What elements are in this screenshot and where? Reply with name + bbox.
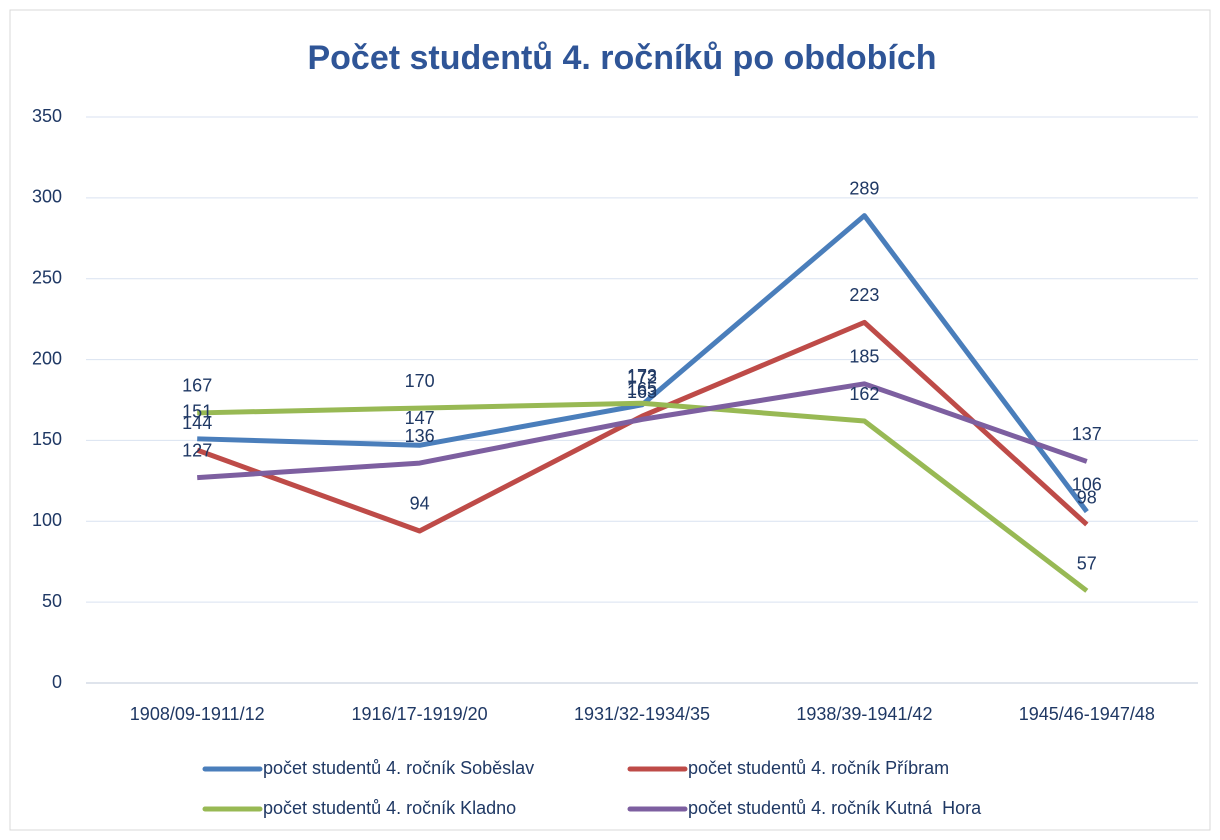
x-tick-label: 1938/39-1941/42 [796,704,932,724]
line-series [197,381,1088,481]
data-label: 163 [627,382,657,402]
legend-label: počet studentů 4. ročník Soběslav [263,758,534,778]
line-series [196,319,1089,534]
legend-label: počet studentů 4. ročník Příbram [688,758,949,778]
data-label: 136 [405,426,435,446]
x-tick-label: 1916/17-1919/20 [352,704,488,724]
data-label: 144 [182,413,212,433]
data-label: 289 [849,178,879,198]
y-tick-label: 250 [32,267,62,287]
y-tick-label: 100 [32,510,62,530]
y-tick-label: 150 [32,429,62,449]
data-label: 127 [182,440,212,460]
legend-label: počet studentů 4. ročník Kutná Hora [688,798,982,818]
y-tick-label: 0 [52,672,62,692]
data-label: 94 [410,494,430,514]
x-tick-label: 1908/09-1911/12 [130,704,265,724]
data-label: 167 [182,376,212,396]
line-series [197,400,1089,593]
x-tick-label: 1931/32-1934/35 [574,704,710,724]
data-label: 170 [405,371,435,391]
legend-label: počet studentů 4. ročník Kladno [263,798,516,818]
data-label: 147 [405,408,435,428]
data-label: 151 [182,402,212,422]
data-label: 173 [627,366,657,386]
y-tick-label: 200 [32,348,62,368]
data-label: 165 [627,379,657,399]
y-tick-label: 50 [42,591,62,611]
data-label: 185 [849,347,879,367]
y-tick-label: 300 [32,187,62,207]
y-tick-label: 350 [32,106,62,126]
data-label: 57 [1077,554,1097,574]
data-label: 223 [849,285,879,305]
data-label: 172 [627,368,657,388]
data-label: 106 [1072,474,1102,494]
data-label: 162 [849,384,879,404]
data-label: 98 [1077,487,1097,507]
chart-title: Počet studentů 4. ročníků po obdobích [307,39,936,77]
x-tick-label: 1945/46-1947/48 [1019,704,1155,724]
chart-border [9,9,1211,831]
data-label: 137 [1072,424,1102,444]
